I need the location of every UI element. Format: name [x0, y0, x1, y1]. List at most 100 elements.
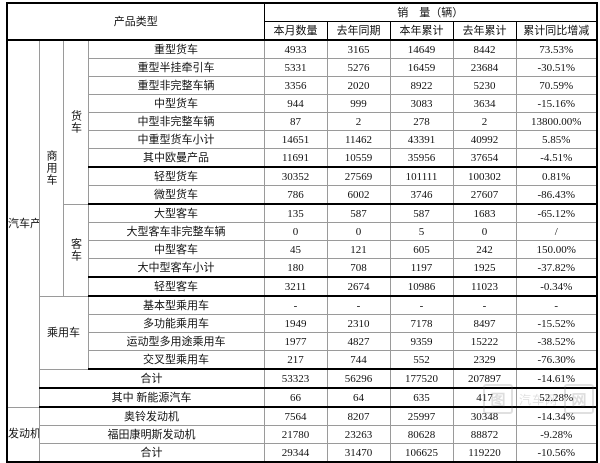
cell-ytd: 635	[389, 387, 454, 408]
cell-yoy: -0.34%	[515, 276, 598, 297]
table-row: 重型半挂牵引车 5331 5276 16459 23684 -30.51%	[7, 58, 598, 77]
cell-ytd: -	[389, 295, 454, 315]
cell-lastyear-ytd: 37654	[452, 148, 517, 168]
cell-month: 14651	[263, 130, 328, 149]
cell-lastyear-month: 744	[326, 350, 391, 370]
cell-ytd: 177520	[389, 368, 454, 389]
cell-lastyear-ytd: 1683	[452, 203, 517, 223]
header-col-lastyear-month: 去年同期	[326, 21, 391, 41]
cell-ytd: 106625	[389, 443, 454, 463]
cell-lastyear-month: 999	[326, 94, 391, 113]
row-label: 中重型货车小计	[87, 130, 265, 149]
cell-lastyear-ytd: 100302	[452, 166, 517, 186]
row-label: 其中 新能源汽车	[38, 387, 265, 408]
cell-lastyear-month: 8207	[326, 406, 391, 426]
cell-ytd: 9359	[389, 332, 454, 351]
group-auto-products: 汽车产品	[6, 39, 40, 408]
cell-lastyear-month: 10559	[326, 148, 391, 168]
cell-month: 1977	[263, 332, 328, 351]
cell-month: 180	[263, 258, 328, 278]
table-row: 中型非完整车辆 87 2 278 2 13800.00%	[7, 112, 598, 131]
cell-ytd: 587	[389, 203, 454, 223]
cell-ytd: 3746	[389, 185, 454, 205]
cell-lastyear-month: 11462	[326, 130, 391, 149]
cell-month: 217	[263, 350, 328, 370]
row-label: 其中欧曼产品	[87, 148, 265, 168]
row-label: 重型货车	[87, 39, 265, 59]
cell-yoy: 150.00%	[515, 240, 598, 259]
cell-lastyear-ytd: 8442	[452, 39, 517, 59]
row-label: 重型非完整车辆	[87, 76, 265, 95]
row-label: 重型半挂牵引车	[87, 58, 265, 77]
cell-lastyear-month: 0	[326, 222, 391, 241]
cell-yoy: -38.52%	[515, 332, 598, 351]
cell-month: 45	[263, 240, 328, 259]
cell-lastyear-month: 56296	[326, 368, 391, 389]
cell-ytd: 14649	[389, 39, 454, 59]
row-label: 轻型客车	[87, 276, 265, 297]
table-row: 中型货车 944 999 3083 3634 -15.16%	[7, 94, 598, 113]
table-row: 中重型货车小计 14651 11462 43391 40992 5.85%	[7, 130, 598, 149]
cell-lastyear-month: -	[326, 295, 391, 315]
header-col-yoy: 累计同比增减	[515, 21, 598, 41]
cell-yoy: -	[515, 295, 598, 315]
cell-lastyear-ytd: 40992	[452, 130, 517, 149]
cell-month: 29344	[263, 443, 328, 463]
cell-ytd: 605	[389, 240, 454, 259]
cell-lastyear-ytd: 3634	[452, 94, 517, 113]
table-row: 汽车产品 商用车 货车 重型货车 4933 3165 14649 8442 73…	[6, 39, 598, 408]
cell-lastyear-month: 6002	[326, 185, 391, 205]
cell-yoy: 73.53%	[515, 39, 598, 59]
cell-lastyear-month: 4827	[326, 332, 391, 351]
table-row: 多功能乘用车 1949 2310 7178 8497 -15.52%	[7, 314, 598, 333]
header-sales-group: 销 量（辆）	[263, 2, 598, 22]
cell-lastyear-month: 31470	[326, 443, 391, 463]
cell-lastyear-month: 708	[326, 258, 391, 278]
cell-month: 3211	[263, 276, 328, 297]
table-row: 其中欧曼产品 11691 10559 35956 37654 -4.51%	[7, 148, 598, 168]
cell-lastyear-ytd: 27607	[452, 185, 517, 205]
cell-yoy: -10.56%	[515, 443, 598, 463]
cell-ytd: 43391	[389, 130, 454, 149]
cell-lastyear-month: 2020	[326, 76, 391, 95]
cell-ytd: 3083	[389, 94, 454, 113]
cell-yoy: -86.43%	[515, 185, 598, 205]
table-row: 乘用车 基本型乘用车 - - - - -	[7, 295, 598, 370]
cell-lastyear-month: 64	[326, 387, 391, 408]
cell-month: 87	[263, 112, 328, 131]
cell-yoy: 52.28%	[515, 387, 598, 408]
table-row: 微型货车 786 6002 3746 27607 -86.43%	[7, 185, 598, 205]
cell-lastyear-ytd: 0	[452, 222, 517, 241]
cell-yoy: -14.61%	[515, 368, 598, 389]
row-label: 微型货车	[87, 185, 265, 205]
cell-yoy: -15.52%	[515, 314, 598, 333]
cell-lastyear-ytd: 5230	[452, 76, 517, 95]
cell-lastyear-ytd: 119220	[452, 443, 517, 463]
row-label: 大型客车非完整车辆	[87, 222, 265, 241]
cell-lastyear-ytd: 15222	[452, 332, 517, 351]
cell-yoy: -30.51%	[515, 58, 598, 77]
cell-lastyear-ytd: 30348	[452, 406, 517, 426]
cell-yoy: 5.85%	[515, 130, 598, 149]
cell-month: 53323	[263, 368, 328, 389]
cell-month: 4933	[263, 39, 328, 59]
cell-lastyear-month: 121	[326, 240, 391, 259]
cell-yoy: -14.34%	[515, 406, 598, 426]
cell-ytd: 25997	[389, 406, 454, 426]
cell-month: 1949	[263, 314, 328, 333]
cell-lastyear-month: 587	[326, 203, 391, 223]
cell-month: 0	[263, 222, 328, 241]
cell-lastyear-month: 27569	[326, 166, 391, 186]
header-col-ytd: 本年累计	[389, 21, 454, 41]
cell-yoy: -4.51%	[515, 148, 598, 168]
row-label: 中型货车	[87, 94, 265, 113]
table-header-row-1: 产品类型 销 量（辆）	[6, 2, 598, 41]
table-row: 客车 大型客车 135 587 587 1683 -65.12%	[7, 203, 598, 297]
cell-ytd: 16459	[389, 58, 454, 77]
table-row: 轻型货车 30352 27569 101111 100302 0.81%	[7, 166, 598, 186]
row-label: 中型非完整车辆	[87, 112, 265, 131]
cell-lastyear-ytd: 2329	[452, 350, 517, 370]
group-commercial-vehicle: 商用车	[38, 39, 64, 297]
cell-lastyear-ytd: 1925	[452, 258, 517, 278]
row-label: 轻型货车	[87, 166, 265, 186]
